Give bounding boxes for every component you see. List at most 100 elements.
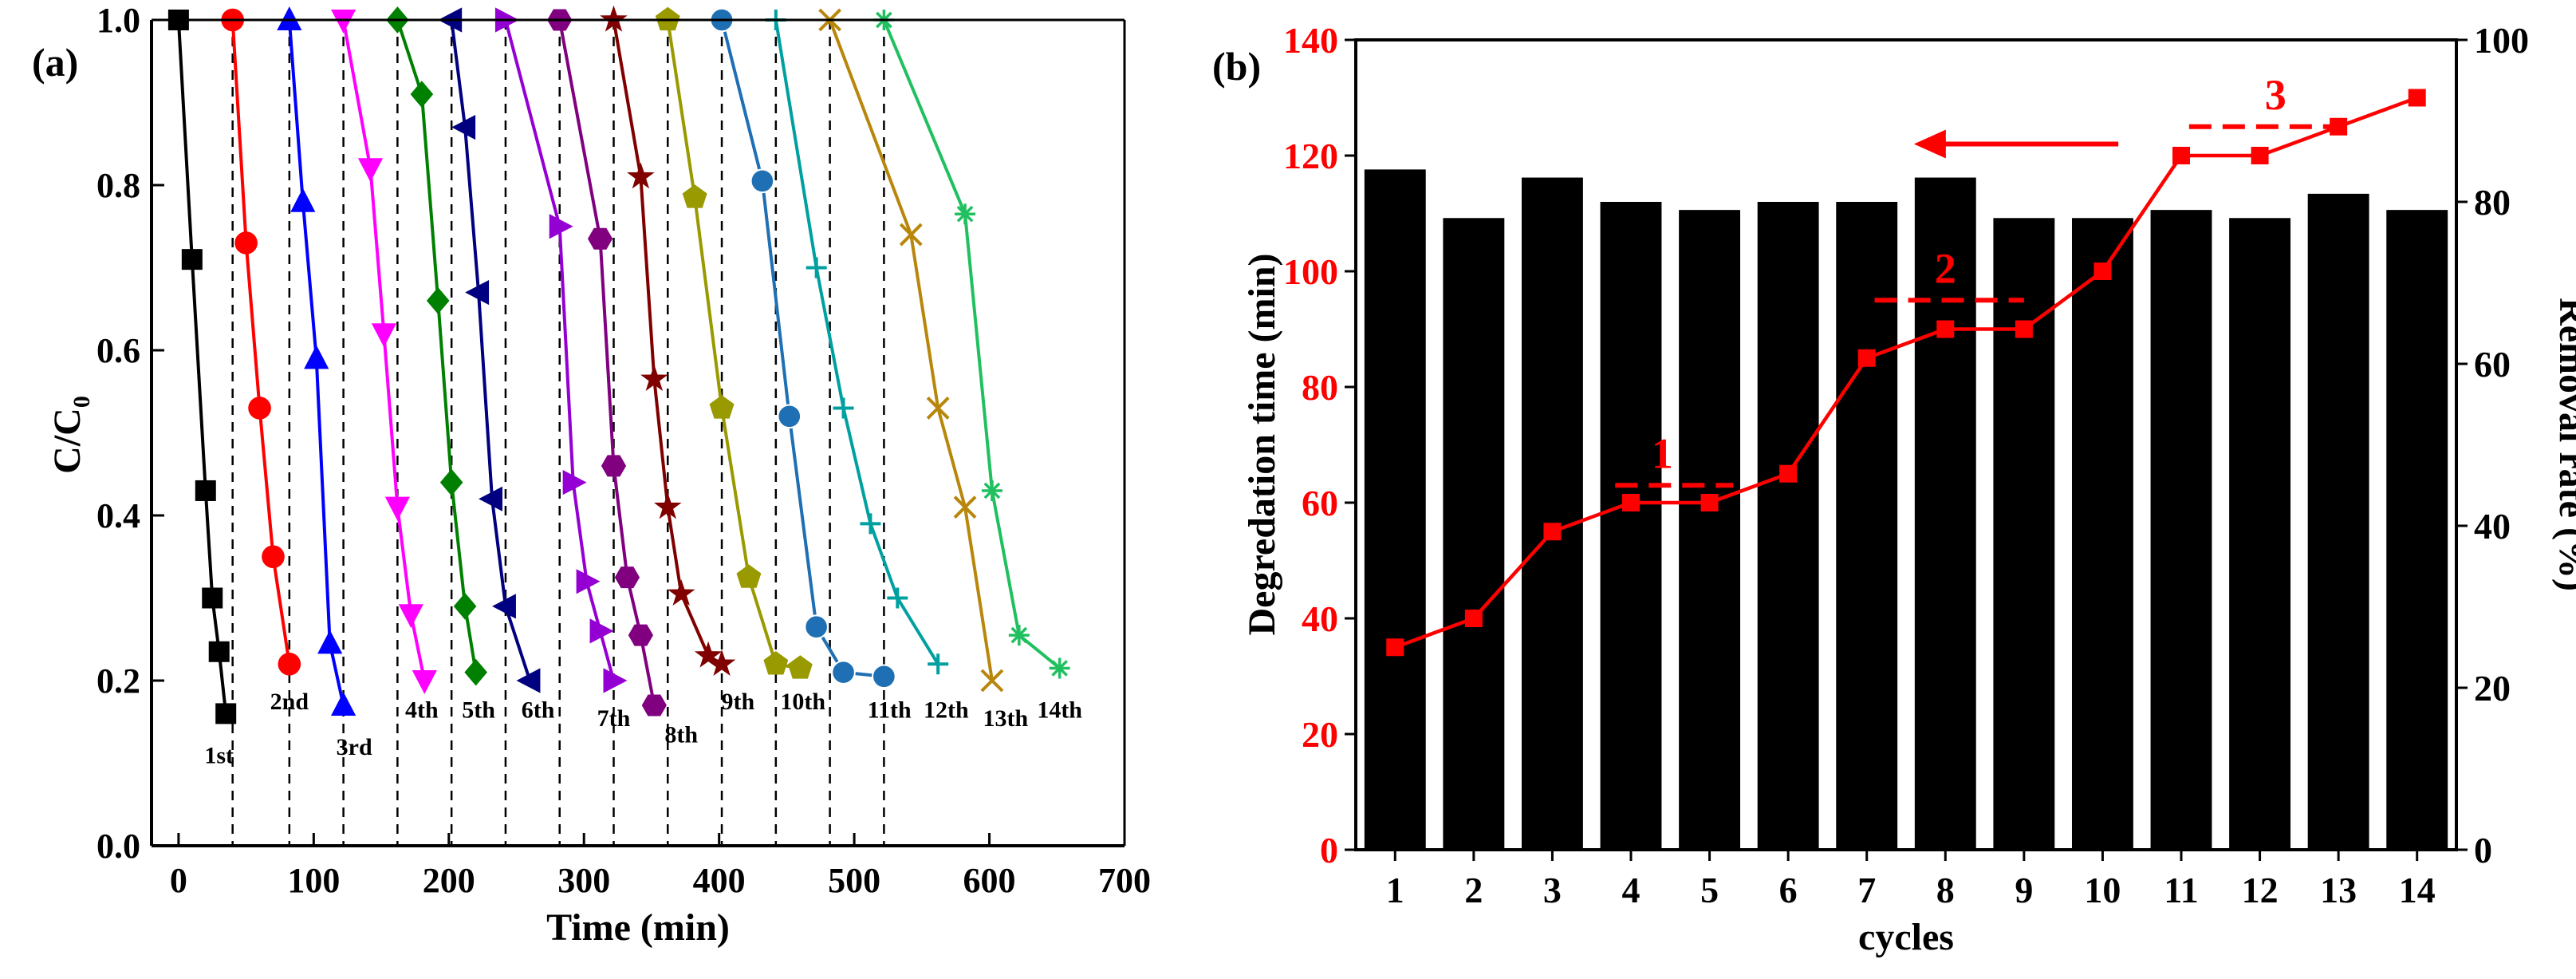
x-tick-label: 400 (693, 861, 746, 900)
data-point-13th (953, 495, 977, 519)
left-axis-arrow-head (1913, 129, 1946, 159)
x-tick-label: 6 (1779, 870, 1798, 910)
data-point-7th (603, 668, 628, 693)
degradation-point-4 (1622, 494, 1640, 511)
degradation-point-5 (1700, 494, 1719, 511)
series-line-7th (504, 19, 616, 681)
y-tick-label: 0.4 (97, 496, 140, 535)
x-tick-label: 14 (2399, 870, 2436, 910)
panel-b-y-label-left: Degredation time (min) (1241, 253, 1283, 635)
bar-cycle-6 (1757, 202, 1819, 850)
data-point-3rd (290, 188, 316, 212)
data-point-6th (451, 114, 476, 140)
cycle-label-4th: 4th (405, 697, 439, 724)
panel-a-y-label-sub: 0 (69, 396, 95, 408)
data-point-9th (694, 641, 723, 668)
x-tick-label: 0 (170, 861, 187, 900)
data-point-10th (736, 564, 762, 588)
y-tick-label: 0.8 (97, 166, 140, 205)
data-point-6th (516, 668, 541, 693)
panel-a-cycle-dividers (231, 20, 885, 846)
data-point-7th (549, 214, 573, 239)
data-point-7th (589, 618, 614, 644)
data-point-12th (805, 257, 827, 278)
degradation-point-2 (1464, 610, 1483, 627)
data-point-5th (453, 592, 477, 620)
x-tick-label: 500 (828, 861, 880, 900)
cycle-label-3rd: 3rd (337, 734, 372, 760)
right-tick-label: 80 (2474, 182, 2511, 223)
x-tick-label: 1 (1386, 870, 1404, 910)
series-7th: 7th (494, 7, 631, 732)
data-point-11th (750, 168, 775, 194)
svg-text:C/C0: C/C0 (46, 396, 95, 474)
x-tick-label: 10 (2084, 870, 2121, 910)
y-tick-label: 0.0 (97, 827, 140, 866)
cycle-label-9th: 9th (722, 689, 755, 715)
cycle-label-14th: 14th (1037, 697, 1082, 724)
data-point-2nd (278, 653, 301, 676)
series-line-12th (774, 19, 939, 665)
data-point-4th (384, 496, 410, 521)
x-tick-label: 2 (1464, 870, 1483, 910)
data-point-14th (1049, 657, 1070, 679)
degradation-time-line (1394, 96, 2418, 649)
cycle-label-6th: 6th (522, 697, 555, 724)
data-point-9th (653, 492, 682, 519)
panel-b-axes (1354, 38, 2458, 851)
data-point-6th (479, 486, 502, 511)
degradation-point-6 (1779, 464, 1798, 483)
panel-b-label: (b) (1212, 44, 1261, 89)
panel-b-x-label: cycles (1858, 916, 1954, 958)
x-tick-label: 9 (2015, 870, 2033, 910)
series-10th: 10th (655, 6, 825, 715)
bar-cycle-14 (2386, 210, 2448, 850)
data-point-10th (763, 651, 789, 675)
series-11th: 11th (709, 7, 912, 724)
data-point-2nd (262, 545, 285, 569)
cycle-label-12th: 12th (924, 697, 969, 724)
degradation-point-7 (1857, 349, 1876, 367)
data-point-11th (777, 404, 802, 429)
x-tick-label: 8 (1936, 870, 1955, 910)
data-point-12th (887, 587, 908, 609)
x-tick-label: 200 (423, 861, 475, 900)
x-tick-label: 300 (557, 861, 610, 900)
data-point-14th (955, 203, 976, 225)
data-point-7th (562, 470, 587, 495)
left-tick-label: 140 (1283, 20, 1338, 61)
data-point-6th (465, 279, 490, 306)
cycle-label-1st: 1st (204, 743, 234, 769)
data-point-1st (215, 703, 237, 724)
data-point-8th (614, 566, 640, 589)
bar-cycle-1 (1364, 169, 1426, 850)
data-point-1st (202, 587, 223, 609)
bar-cycle-11 (2150, 210, 2212, 850)
data-point-3rd (331, 692, 356, 716)
series-4th: 4th (331, 10, 439, 724)
right-tick-label: 20 (2474, 668, 2511, 709)
series-3rd: 3rd (277, 6, 372, 760)
data-point-5th (464, 658, 487, 686)
x-tick-label: 11 (2164, 870, 2198, 910)
panel-b-bars (1364, 169, 2448, 851)
cycle-label-11th: 11th (868, 697, 912, 724)
data-point-12th (833, 397, 854, 419)
degradation-point-9 (2015, 320, 2033, 338)
data-point-5th (426, 287, 450, 314)
series-1st: 1st (167, 10, 237, 769)
data-point-9th (707, 649, 736, 677)
data-point-9th (627, 162, 655, 189)
left-tick-label: 20 (1302, 714, 1338, 755)
data-point-8th (587, 227, 613, 250)
series-line-4th (341, 19, 427, 681)
series-2nd: 2nd (221, 8, 309, 715)
bar-cycle-4 (1600, 202, 1662, 850)
data-point-1st (181, 249, 203, 270)
panel-b-plot-frame (1354, 38, 2458, 851)
left-tick-label: 0 (1320, 830, 1338, 870)
data-point-10th (682, 184, 707, 208)
data-point-14th (981, 480, 1002, 501)
right-tick-label: 100 (2474, 20, 2529, 61)
